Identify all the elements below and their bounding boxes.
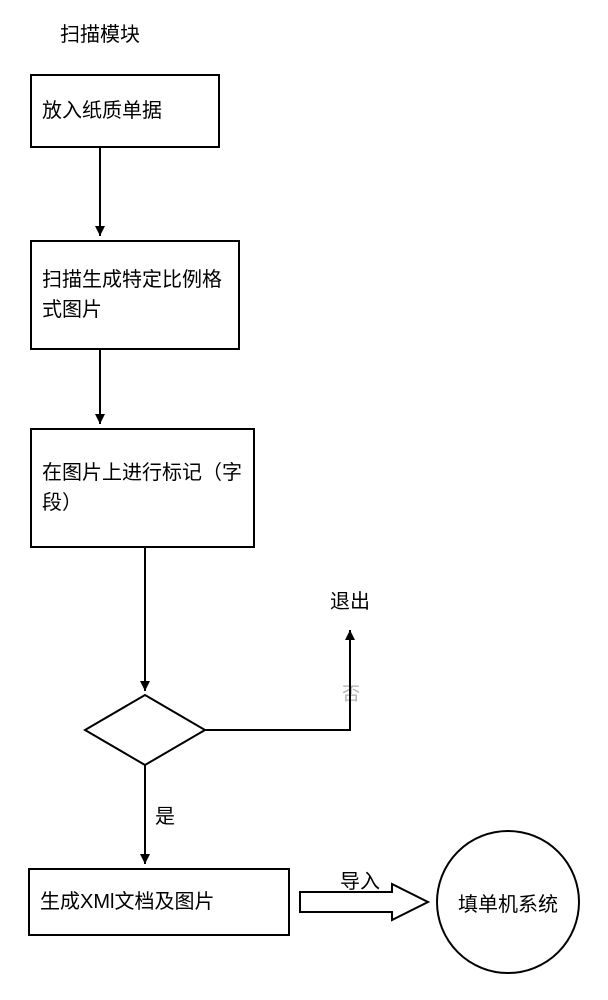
exit-label: 退出 (330, 585, 370, 614)
node-mark-fields: 在图片上进行标记（字段） (30, 428, 255, 548)
edge-yes-label: 是 (155, 800, 175, 829)
node-form-system: 填单机系统 (436, 830, 580, 974)
node-form-system-label: 填单机系统 (458, 888, 558, 917)
node-generate-xml: 生成XMl文档及图片 (28, 868, 290, 936)
edge-no-label: 否 (342, 680, 360, 706)
node-scan-generate: 扫描生成特定比例格式图片 (30, 240, 240, 350)
arrow-4-exit (205, 630, 350, 730)
node-scan-generate-label: 扫描生成特定比例格式图片 (42, 265, 228, 325)
node-generate-xml-label: 生成XMl文档及图片 (40, 887, 214, 917)
module-title: 扫描模块 (60, 18, 140, 47)
edge-import-label: 导入 (340, 865, 380, 894)
node-insert-paper-label: 放入纸质单据 (42, 96, 162, 126)
node-insert-paper: 放入纸质单据 (30, 74, 220, 148)
node-mark-fields-label: 在图片上进行标记（字段） (42, 458, 243, 518)
node-validate-label: 效验 (125, 716, 165, 745)
